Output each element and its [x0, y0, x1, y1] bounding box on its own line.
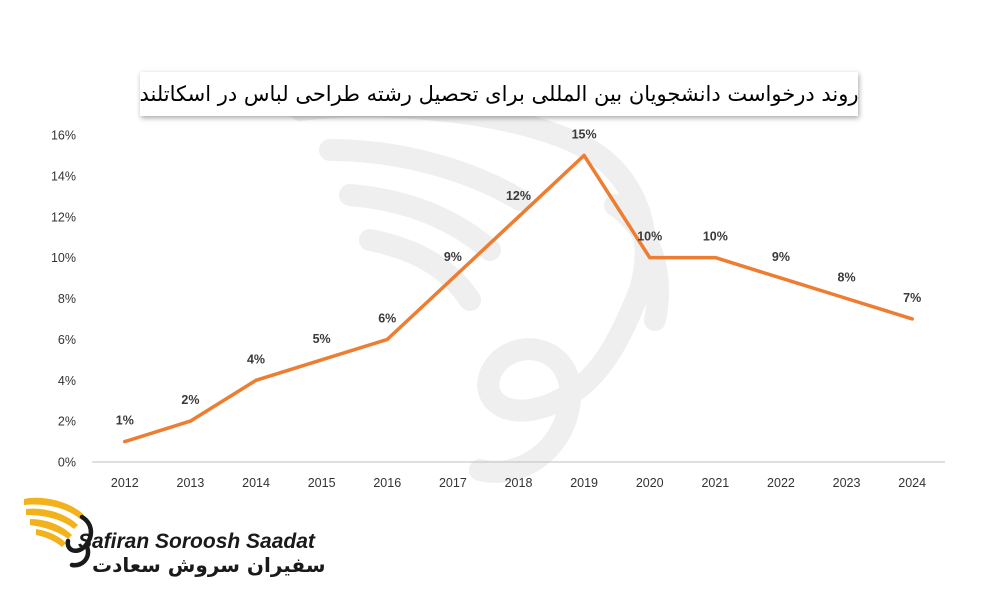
watermark-bird-logo	[289, 95, 669, 483]
data-label: 6%	[378, 311, 396, 325]
data-label: 12%	[506, 189, 531, 203]
y-tick-label: 2%	[58, 415, 76, 429]
x-tick-label: 2016	[373, 476, 401, 490]
data-labels: 1% 2% 4% 5% 6% 9% 12% 15% 10% 10% 9% 8% 7%	[116, 127, 921, 427]
brand-name-english: Safiran Soroosh Saadat	[78, 530, 315, 553]
data-label: 7%	[903, 291, 921, 305]
data-point	[713, 256, 717, 260]
data-point	[779, 276, 783, 280]
data-label: 15%	[572, 127, 597, 141]
x-tick-label: 2022	[767, 476, 795, 490]
x-tick-label: 2023	[833, 476, 861, 490]
brand-name-persian: سفیران سروش سعادت	[92, 553, 326, 577]
data-point	[123, 439, 127, 444]
data-point	[582, 153, 586, 158]
x-axis: 2012 2013 2014 2015 2016 2017 2018 2019 2020 2021…	[111, 476, 926, 490]
data-label: 5%	[313, 332, 331, 346]
data-label: 10%	[703, 230, 728, 244]
x-tick-label: 2019	[570, 476, 598, 490]
y-tick-label: 12%	[51, 210, 76, 224]
data-point	[188, 419, 193, 423]
x-tick-label: 2024	[898, 476, 926, 490]
data-point	[451, 276, 455, 280]
x-tick-label: 2012	[111, 476, 139, 490]
data-point	[516, 215, 521, 219]
y-tick-label: 14%	[51, 169, 76, 183]
x-tick-label: 2021	[701, 476, 729, 490]
data-label: 8%	[838, 271, 856, 285]
data-label: 10%	[637, 230, 662, 244]
data-point	[844, 296, 849, 301]
data-label: 2%	[181, 393, 199, 407]
data-label: 9%	[772, 250, 790, 264]
data-label: 1%	[116, 414, 134, 428]
x-tick-label: 2017	[439, 476, 467, 490]
chart-title: روند درخواست دانشجویان بین المللی برای ت…	[139, 72, 859, 116]
y-tick-label: 6%	[58, 333, 76, 347]
x-tick-label: 2018	[505, 476, 533, 490]
y-axis: 0% 2% 4% 6% 8% 10% 12% 14% 16%	[51, 129, 76, 470]
data-label: 4%	[247, 352, 265, 366]
x-tick-label: 2014	[242, 476, 270, 490]
data-point	[385, 337, 389, 341]
data-point	[910, 317, 914, 321]
x-tick-label: 2013	[177, 476, 205, 490]
brand-logo-icon	[24, 497, 94, 568]
data-point	[648, 256, 652, 260]
data-point	[254, 378, 258, 382]
y-tick-label: 0%	[58, 456, 76, 470]
y-tick-label: 8%	[58, 292, 76, 306]
x-tick-label: 2015	[308, 476, 336, 490]
x-tick-label: 2020	[636, 476, 664, 490]
y-tick-label: 10%	[51, 251, 76, 265]
data-point	[320, 358, 324, 362]
y-tick-label: 16%	[51, 129, 76, 143]
data-label: 9%	[444, 250, 462, 264]
y-tick-label: 4%	[58, 374, 76, 388]
series-line	[123, 153, 914, 444]
